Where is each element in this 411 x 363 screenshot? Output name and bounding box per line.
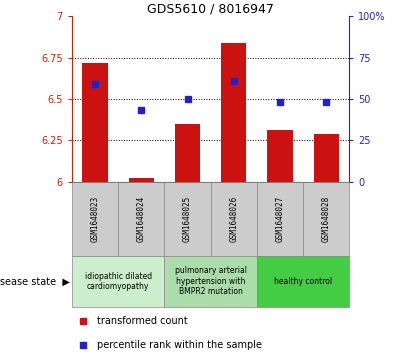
Text: GSM1648023: GSM1648023 xyxy=(90,196,99,242)
Text: GSM1648024: GSM1648024 xyxy=(137,196,146,242)
Title: GDS5610 / 8016947: GDS5610 / 8016947 xyxy=(147,2,274,15)
Text: idiopathic dilated
cardiomyopathy: idiopathic dilated cardiomyopathy xyxy=(85,272,152,291)
Bar xyxy=(211,182,257,256)
Bar xyxy=(267,130,293,182)
Text: pulmonary arterial
hypertension with
BMPR2 mutation: pulmonary arterial hypertension with BMP… xyxy=(175,266,247,296)
Bar xyxy=(314,134,339,182)
Bar xyxy=(129,178,154,182)
Text: GSM1648027: GSM1648027 xyxy=(275,196,284,242)
Text: GSM1648025: GSM1648025 xyxy=(183,196,192,242)
Bar xyxy=(221,43,247,182)
Bar xyxy=(257,182,303,256)
Text: disease state  ▶: disease state ▶ xyxy=(0,276,70,286)
Bar xyxy=(164,182,211,256)
Text: GSM1648026: GSM1648026 xyxy=(229,196,238,242)
Bar xyxy=(164,256,257,307)
Text: GSM1648028: GSM1648028 xyxy=(322,196,331,242)
Bar xyxy=(175,124,200,182)
Text: healthy control: healthy control xyxy=(274,277,332,286)
Bar xyxy=(303,182,349,256)
Text: percentile rank within the sample: percentile rank within the sample xyxy=(97,340,262,350)
Bar xyxy=(82,62,108,182)
Text: transformed count: transformed count xyxy=(97,317,188,326)
Bar xyxy=(72,182,118,256)
Bar xyxy=(257,256,349,307)
Bar xyxy=(118,182,164,256)
Bar xyxy=(72,256,164,307)
